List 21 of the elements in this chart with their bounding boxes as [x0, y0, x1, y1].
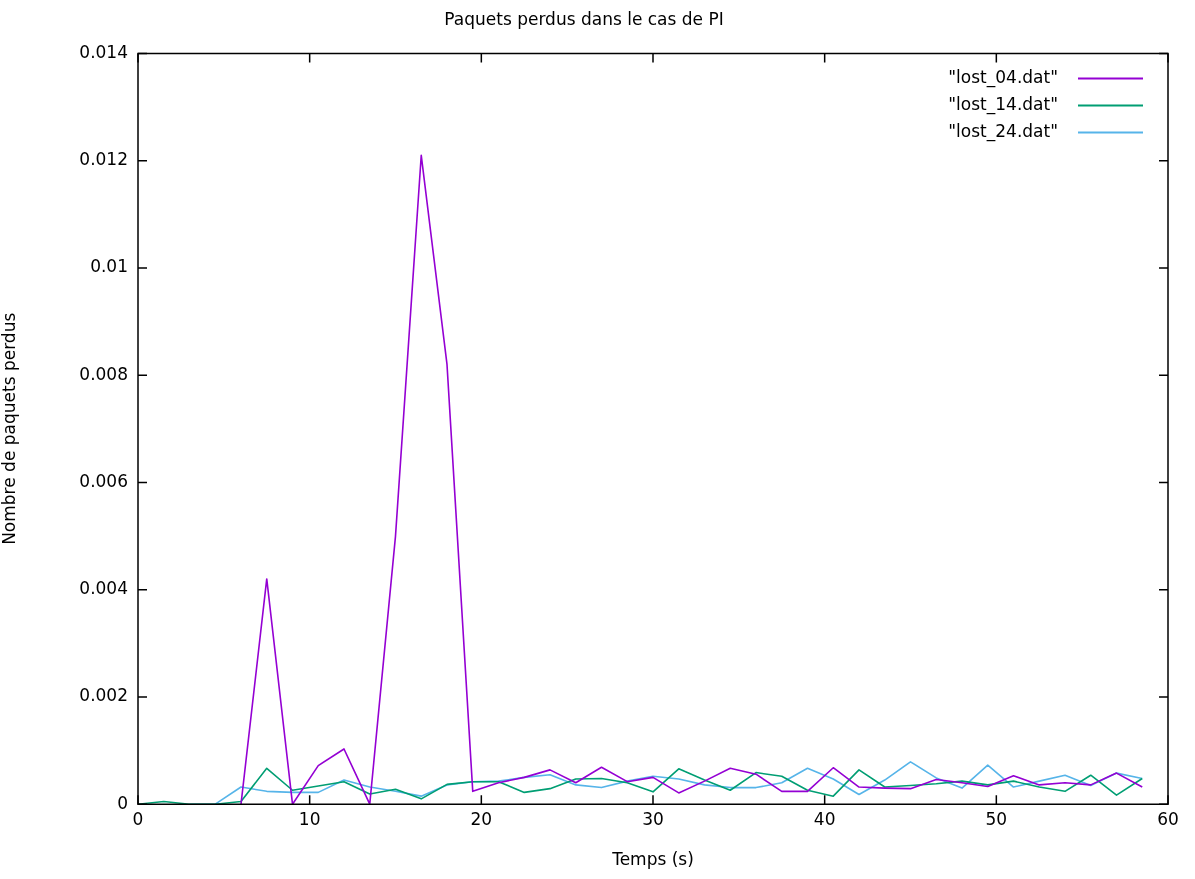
x-tick-label: 20 — [470, 808, 493, 829]
y-tick-label: 0.006 — [79, 470, 128, 491]
y-tick-label: 0.012 — [79, 149, 128, 170]
x-tick-label: 50 — [985, 808, 1008, 829]
x-tick-label: 10 — [298, 808, 321, 829]
x-tick-label: 0 — [132, 808, 144, 829]
y-tick-label: 0 — [117, 792, 128, 813]
x-tick-label: 40 — [813, 808, 836, 829]
x-tick-label: 30 — [642, 808, 664, 829]
y-tick-label: 0.01 — [90, 256, 128, 277]
x-tick-label: 60 — [1157, 808, 1179, 829]
legend-label: "lost_04.dat" — [948, 66, 1058, 88]
y-tick-label: 0.004 — [79, 578, 128, 599]
legend-label: "lost_24.dat" — [948, 120, 1058, 142]
y-tick-label: 0.008 — [79, 363, 128, 384]
y-tick-label: 0.014 — [79, 41, 128, 62]
legend-label: "lost_14.dat" — [948, 93, 1058, 115]
y-tick-label: 0.002 — [79, 685, 128, 706]
chart-title: Paquets perdus dans le cas de PI — [444, 8, 724, 29]
y-axis-title: Nombre de paquets perdus — [0, 312, 19, 545]
x-axis-title: Temps (s) — [611, 849, 694, 870]
